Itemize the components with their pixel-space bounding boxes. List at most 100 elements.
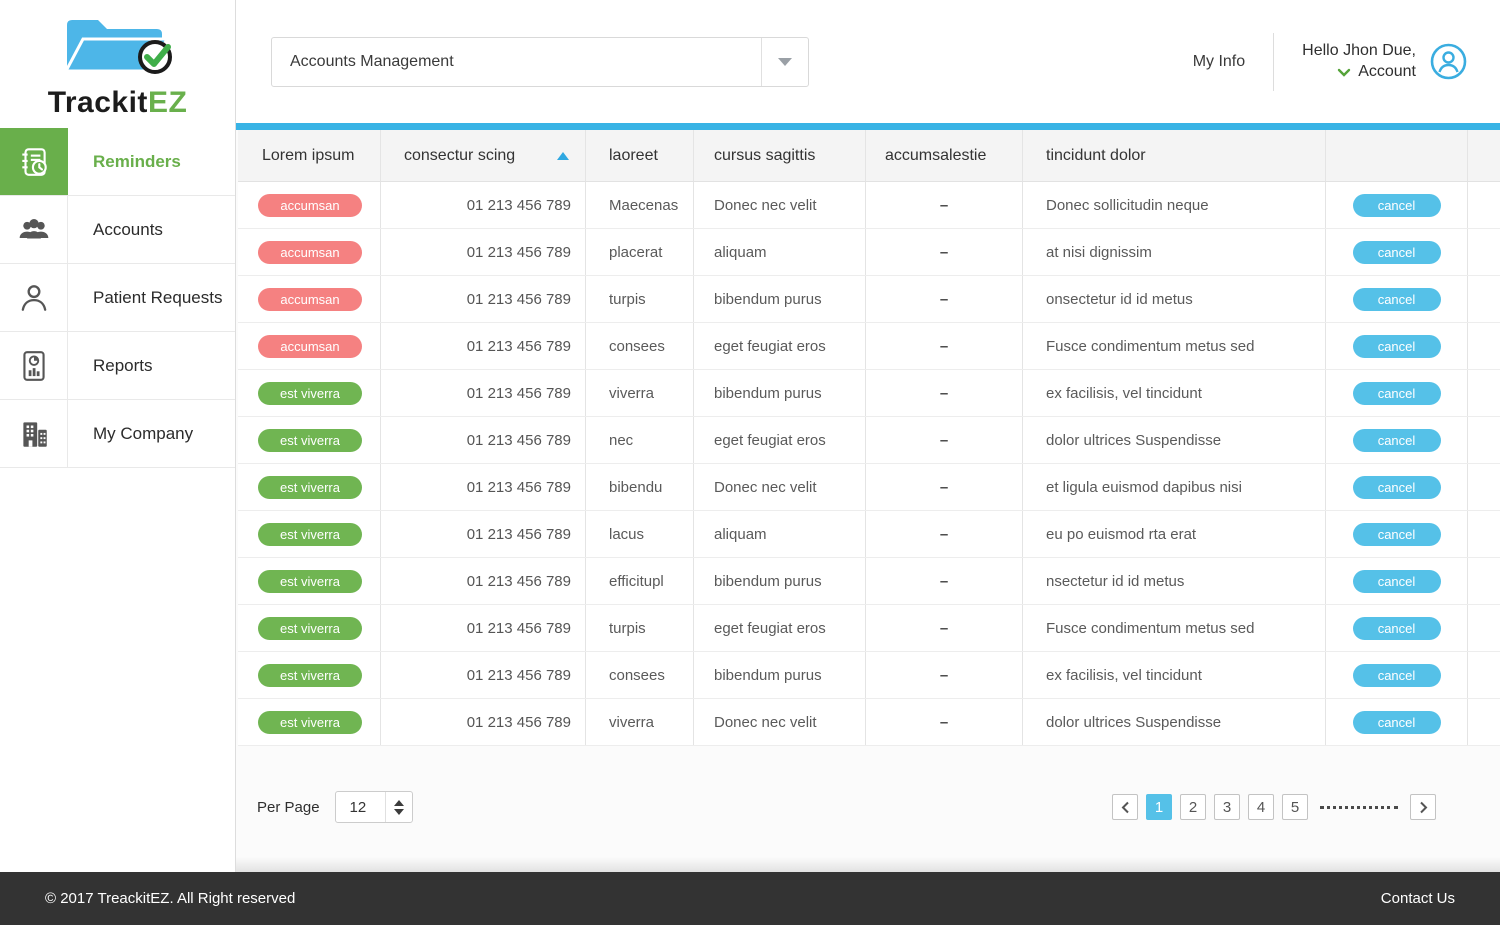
cancel-button[interactable]: cancel <box>1352 616 1441 640</box>
contact-us-link[interactable]: Contact Us <box>1380 890 1455 907</box>
cursus-value: eget feugiat eros <box>714 337 826 355</box>
per-page-label: Per Page <box>257 798 320 816</box>
phone-value: 01 213 456 789 <box>466 713 571 731</box>
copyright-text: © 2017 TreackitEZ. All Right reserved <box>45 890 296 907</box>
account-label: Account <box>1358 63 1416 80</box>
col-header-consectur-scing[interactable]: consectur scing <box>381 130 586 181</box>
laoreet-value: efficitupl <box>609 572 664 590</box>
logo: TrackitEZ <box>0 0 235 128</box>
status-badge: accumsan <box>258 287 362 311</box>
pager-prev-button[interactable] <box>1112 794 1138 820</box>
per-page-select[interactable]: 12 <box>334 791 413 823</box>
status-badge: est viverra <box>258 428 362 452</box>
table-row: est viverra 01 213 456 789 efficitupl bi… <box>238 558 1500 605</box>
col-header-cursus-sagittis[interactable]: cursus sagittis <box>694 130 866 181</box>
caret-down-icon <box>778 57 792 66</box>
sidebar-item-label: My Company <box>93 423 194 443</box>
accumsalestie-value: – <box>939 713 949 731</box>
reminders-icon <box>21 147 47 176</box>
sort-asc-icon <box>557 151 569 160</box>
cancel-button[interactable]: cancel <box>1352 710 1441 734</box>
laoreet-value: Maecenas <box>609 196 679 214</box>
pager-page-1[interactable]: 1 <box>1146 794 1172 820</box>
section-dropdown-value: Accounts Management <box>290 52 454 70</box>
pager-next-button[interactable] <box>1410 794 1436 820</box>
sidebar-item-reports[interactable]: Reports <box>0 332 235 400</box>
cancel-button[interactable]: cancel <box>1352 522 1441 546</box>
sidebar-item-accounts[interactable]: Accounts <box>0 196 235 264</box>
cancel-button[interactable]: cancel <box>1352 569 1441 593</box>
col-header-lorem-ipsum[interactable]: Lorem ipsum <box>238 130 381 181</box>
table-row: est viverra 01 213 456 789 bibendu Donec… <box>238 464 1500 511</box>
accumsalestie-value: – <box>939 478 949 496</box>
cursus-value: Donec nec velit <box>714 196 817 214</box>
laoreet-value: nec <box>609 431 634 449</box>
account-menu[interactable]: Hello Jhon Due, Account <box>1302 42 1416 81</box>
table-row: est viverra 01 213 456 789 consees biben… <box>238 652 1500 699</box>
table-body: accumsan 01 213 456 789 Maecenas Donec n… <box>238 182 1500 746</box>
laoreet-value: placerat <box>609 243 663 261</box>
sidebar-item-patient-requests[interactable]: Patient Requests <box>0 264 235 332</box>
status-badge: est viverra <box>258 569 362 593</box>
pager-page-4[interactable]: 4 <box>1248 794 1274 820</box>
company-buildings-icon <box>22 421 47 447</box>
phone-value: 01 213 456 789 <box>466 243 571 261</box>
pager-page-5[interactable]: 5 <box>1282 794 1308 820</box>
phone-value: 01 213 456 789 <box>466 196 571 214</box>
cursus-value: bibendum purus <box>714 666 822 684</box>
user-avatar-icon[interactable] <box>1430 43 1467 80</box>
col-header-tincidunt-dolor[interactable]: tincidunt dolor <box>1023 130 1326 181</box>
accumsalestie-value: – <box>939 666 949 684</box>
accent-bar <box>236 123 1500 130</box>
folder-check-icon <box>63 19 173 74</box>
accumsalestie-value: – <box>939 337 949 355</box>
footer: © 2017 TreackitEZ. All Right reserved Co… <box>0 872 1500 925</box>
laoreet-value: viverra <box>609 713 655 731</box>
phone-value: 01 213 456 789 <box>466 572 571 590</box>
cancel-button[interactable]: cancel <box>1352 287 1441 311</box>
accumsalestie-value: – <box>939 619 949 637</box>
content-bottom-shadow <box>236 857 1500 872</box>
cancel-button[interactable]: cancel <box>1352 428 1441 452</box>
pager-page-2[interactable]: 2 <box>1180 794 1206 820</box>
accumsalestie-value: – <box>939 243 949 261</box>
sidebar-item-my-company[interactable]: My Company <box>0 400 235 468</box>
main-content: Lorem ipsum consectur scing laoreet curs… <box>236 130 1500 872</box>
section-dropdown[interactable]: Accounts Management <box>271 36 809 87</box>
table-row: est viverra 01 213 456 789 viverra biben… <box>238 370 1500 417</box>
table-row: accumsan 01 213 456 789 consees eget feu… <box>238 323 1500 370</box>
pager-page-3[interactable]: 3 <box>1214 794 1240 820</box>
col-header-actions <box>1326 130 1468 181</box>
report-chart-icon <box>22 350 45 381</box>
accumsalestie-value: – <box>939 196 949 214</box>
cancel-button[interactable]: cancel <box>1352 240 1441 264</box>
spinner-icon <box>384 792 412 822</box>
sidebar-item-reminders[interactable]: Reminders <box>0 128 235 196</box>
patient-person-icon <box>21 284 46 311</box>
laoreet-value: bibendu <box>609 478 663 496</box>
pagination-bar: Per Page 12 1 2 3 4 5 <box>236 790 1500 824</box>
tincidunt-value: dolor ultrices Suspendisse <box>1046 431 1222 449</box>
accumsalestie-value: – <box>939 525 949 543</box>
my-info-link[interactable]: My Info <box>1192 52 1246 70</box>
phone-value: 01 213 456 789 <box>466 337 571 355</box>
cursus-value: aliquam <box>714 243 767 261</box>
accumsalestie-value: – <box>939 290 949 308</box>
cursus-value: Donec nec velit <box>714 478 817 496</box>
laoreet-value: consees <box>609 337 665 355</box>
status-badge: est viverra <box>258 710 362 734</box>
cancel-button[interactable]: cancel <box>1352 381 1441 405</box>
cancel-button[interactable]: cancel <box>1352 334 1441 358</box>
col-header-extra <box>1468 130 1500 181</box>
sidebar: TrackitEZ Reminders <box>0 0 236 872</box>
accounts-group-icon <box>19 218 48 238</box>
cancel-button[interactable]: cancel <box>1352 475 1441 499</box>
tincidunt-value: Fusce condimentum metus sed <box>1046 619 1255 637</box>
table-row: est viverra 01 213 456 789 turpis eget f… <box>238 605 1500 652</box>
phone-value: 01 213 456 789 <box>466 431 571 449</box>
cancel-button[interactable]: cancel <box>1352 663 1441 687</box>
cancel-button[interactable]: cancel <box>1352 193 1441 217</box>
col-header-accumsalestie[interactable]: accumsalestie <box>866 130 1023 181</box>
laoreet-value: turpis <box>609 619 646 637</box>
col-header-laoreet[interactable]: laoreet <box>586 130 694 181</box>
